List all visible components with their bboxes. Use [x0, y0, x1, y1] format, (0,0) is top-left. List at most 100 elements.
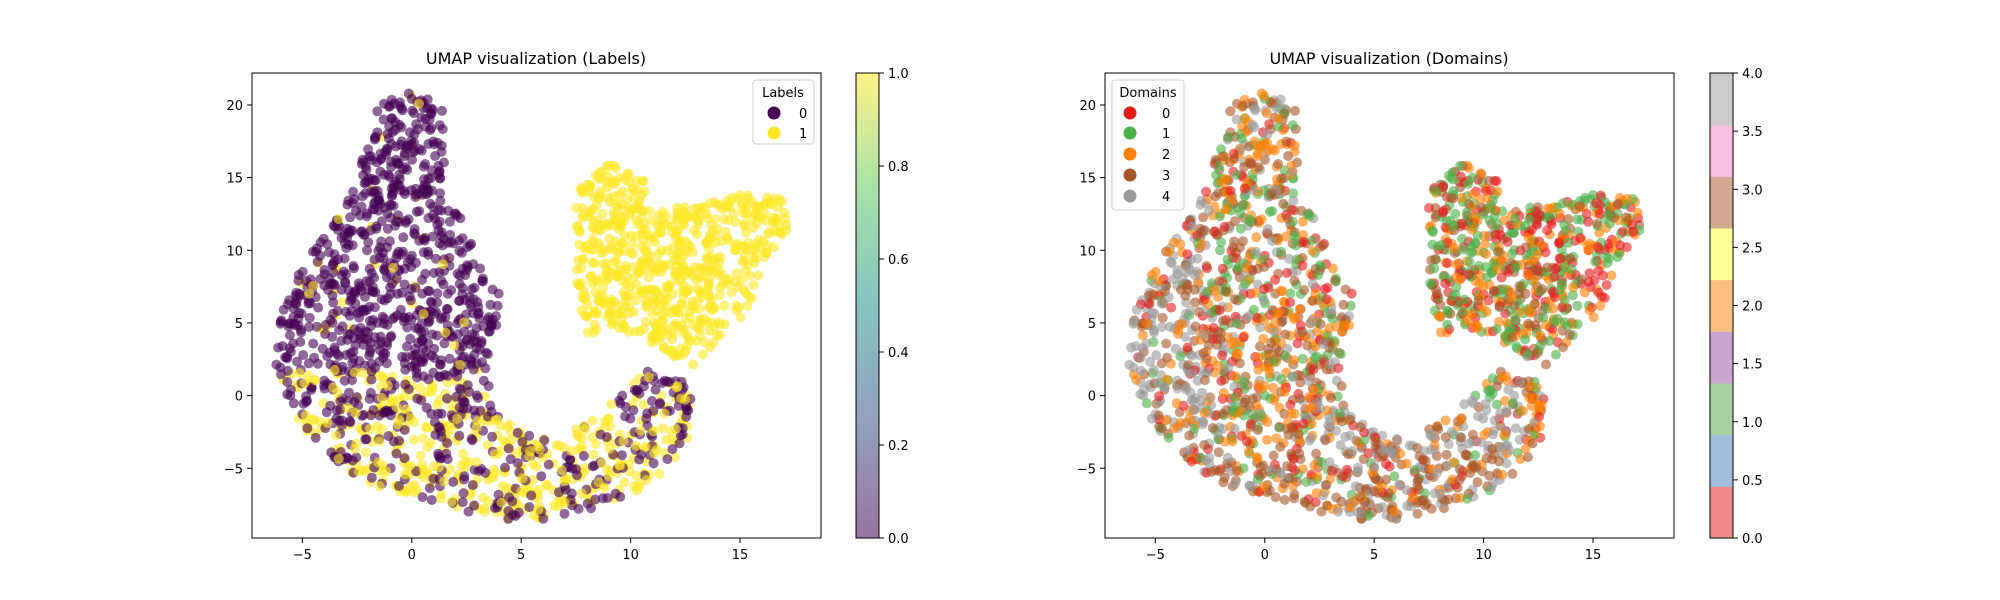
scatter-point	[1593, 242, 1603, 253]
scatter-point	[696, 271, 707, 282]
scatter-point	[1559, 295, 1570, 305]
scatter-point	[1527, 255, 1538, 266]
scatter-point	[595, 242, 606, 253]
scatter-point	[721, 201, 732, 212]
scatter-point	[1269, 395, 1280, 406]
scatter-point	[702, 253, 713, 264]
scatter-point	[1295, 393, 1305, 404]
scatter-point	[1448, 193, 1459, 204]
chart-domains-points	[1124, 88, 1645, 524]
scatter-point	[353, 466, 364, 477]
y-tick-label: 5	[1088, 317, 1096, 332]
scatter-point	[1419, 446, 1430, 456]
scatter-point	[432, 297, 443, 308]
scatter-point	[1182, 342, 1193, 353]
scatter-point	[1457, 306, 1468, 317]
scatter-point	[413, 188, 424, 199]
scatter-point	[715, 319, 726, 330]
scatter-point	[1545, 203, 1556, 214]
scatter-point	[310, 246, 321, 257]
scatter-point	[654, 292, 665, 303]
scatter-point	[677, 320, 688, 331]
scatter-point	[1333, 363, 1344, 374]
scatter-point	[1436, 327, 1446, 338]
scatter-point	[1156, 298, 1167, 309]
scatter-point	[1440, 278, 1451, 289]
y-tick-label: 10	[226, 244, 243, 259]
scatter-point	[1268, 382, 1279, 393]
scatter-point	[1135, 389, 1146, 400]
scatter-point	[473, 392, 483, 403]
scatter-point	[1214, 276, 1225, 287]
legend-marker-label-0	[767, 106, 781, 120]
scatter-point	[1597, 270, 1608, 281]
colorbar-tick-label: 1.0	[1742, 416, 1763, 431]
scatter-point	[1536, 240, 1547, 251]
scatter-point	[1200, 375, 1210, 386]
scatter-point	[579, 241, 590, 252]
scatter-point	[437, 105, 447, 116]
scatter-point	[1515, 454, 1526, 465]
scatter-point	[1523, 305, 1534, 316]
scatter-point	[392, 419, 403, 430]
y-tick-label: −5	[1077, 462, 1096, 477]
y-tick-label: 10	[1079, 244, 1096, 259]
scatter-point	[1196, 396, 1207, 406]
scatter-point	[1220, 286, 1231, 296]
scatter-point	[363, 237, 374, 248]
scatter-point	[414, 235, 425, 246]
scatter-point	[1489, 415, 1500, 426]
scatter-point	[1266, 188, 1277, 199]
scatter-point	[405, 460, 416, 471]
scatter-point	[1216, 375, 1227, 386]
scatter-point	[720, 275, 731, 286]
scatter-point	[665, 329, 676, 340]
scatter-point	[1311, 488, 1322, 499]
scatter-point	[416, 395, 427, 406]
scatter-point	[475, 263, 486, 274]
scatter-point	[578, 451, 589, 461]
scatter-point	[1297, 260, 1308, 271]
scatter-point	[409, 434, 419, 445]
scatter-point	[1283, 253, 1294, 264]
scatter-point	[658, 341, 669, 352]
scatter-point	[480, 506, 490, 517]
scatter-point	[1488, 429, 1498, 440]
scatter-point	[1333, 506, 1343, 517]
scatter-point	[1481, 185, 1492, 196]
scatter-point	[379, 169, 390, 180]
scatter-point	[1309, 384, 1319, 395]
scatter-point	[1540, 319, 1551, 330]
scatter-point	[1288, 371, 1299, 382]
scatter-point	[1510, 263, 1521, 273]
scatter-point	[1510, 213, 1521, 224]
scatter-point	[308, 415, 319, 426]
scatter-point	[1441, 449, 1452, 460]
scatter-point	[1162, 352, 1173, 363]
scatter-point	[601, 267, 612, 277]
scatter-point	[343, 195, 354, 206]
scatter-point	[577, 212, 588, 223]
scatter-point	[643, 372, 654, 382]
scatter-point	[378, 348, 389, 359]
scatter-point	[1255, 461, 1266, 472]
colorbar-segment	[1710, 383, 1733, 436]
scatter-point	[374, 481, 385, 492]
scatter-point	[1472, 323, 1483, 334]
scatter-point	[1171, 398, 1182, 409]
scatter-point	[391, 402, 402, 412]
scatter-point	[602, 493, 613, 503]
scatter-point	[603, 192, 614, 203]
scatter-point	[1307, 315, 1317, 326]
scatter-point	[1317, 339, 1328, 350]
scatter-point	[360, 434, 371, 445]
scatter-point	[1404, 440, 1415, 451]
scatter-point	[364, 423, 375, 434]
scatter-point	[1265, 464, 1276, 475]
scatter-point	[730, 216, 741, 227]
scatter-point	[1294, 448, 1305, 459]
scatter-point	[1346, 288, 1357, 299]
scatter-point	[1262, 417, 1273, 427]
scatter-point	[623, 169, 634, 180]
